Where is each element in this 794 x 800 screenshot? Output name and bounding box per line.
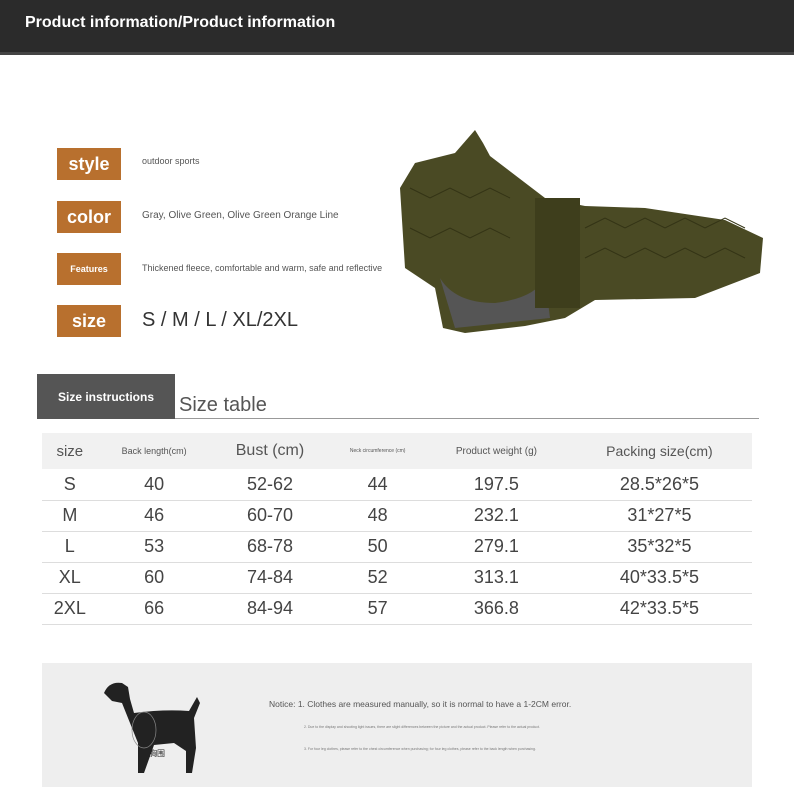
col-bust: Bust (cm) xyxy=(210,433,330,469)
dog-silhouette-icon: 胸围 xyxy=(104,682,200,773)
size-table: size Back length(cm) Bust (cm) Neck circ… xyxy=(42,433,752,625)
table-cell: 84-94 xyxy=(210,593,330,625)
table-cell: 48 xyxy=(329,500,426,532)
table-row: XL 60 74-84 52 313.1 40*33.5*5 xyxy=(42,562,752,594)
dog-coat-image xyxy=(400,130,763,333)
notice-panel: 胸围 Notice: 1. Clothes are measured manua… xyxy=(42,663,752,787)
table-cell: 232.1 xyxy=(425,500,567,532)
col-packing: Packing size(cm) xyxy=(566,433,752,469)
table-cell: 74-84 xyxy=(210,562,330,594)
table-cell: 52-62 xyxy=(210,469,330,501)
table-row: L 53 68-78 50 279.1 35*32*5 xyxy=(42,531,752,563)
table-cell: 31*27*5 xyxy=(566,500,752,532)
table-cell: S xyxy=(42,469,98,501)
table-cell: 197.5 xyxy=(425,469,567,501)
table-cell: 60-70 xyxy=(210,500,330,532)
notice-line-2: 2. Due to the display and shooting light… xyxy=(304,725,540,729)
table-cell: 2XL xyxy=(42,593,98,625)
style-tag: style xyxy=(57,148,121,180)
table-cell: 313.1 xyxy=(425,562,567,594)
table-cell: 40 xyxy=(97,469,211,501)
table-cell: 50 xyxy=(329,531,426,563)
notice-line-1: Notice: 1. Clothes are measured manually… xyxy=(269,699,572,709)
table-cell: 60 xyxy=(97,562,211,594)
table-header-row: size Back length(cm) Bust (cm) Neck circ… xyxy=(42,433,752,469)
features-value: Thickened fleece, comfortable and warm, … xyxy=(142,263,383,273)
dog-label: 胸围 xyxy=(149,748,165,758)
table-row: 2XL 66 84-94 57 366.8 42*33.5*5 xyxy=(42,593,752,625)
table-cell: 66 xyxy=(97,593,211,625)
table-cell: 279.1 xyxy=(425,531,567,563)
table-cell: 44 xyxy=(329,469,426,501)
col-weight: Product weight (g) xyxy=(425,433,567,469)
size-value: S / M / L / XL/2XL xyxy=(142,309,298,331)
size-instructions-tab: Size instructions xyxy=(37,374,175,419)
col-size: size xyxy=(42,433,98,469)
table-cell: 40*33.5*5 xyxy=(566,562,752,594)
col-neck: Neck circumference (cm) xyxy=(329,433,426,469)
table-cell: 52 xyxy=(329,562,426,594)
col-back-length: Back length(cm) xyxy=(97,433,211,469)
table-cell: L xyxy=(42,531,98,563)
table-cell: 42*33.5*5 xyxy=(566,593,752,625)
header-title: Product information/Product information xyxy=(25,14,336,31)
divider xyxy=(175,418,759,419)
color-value: Gray, Olive Green, Olive Green Orange Li… xyxy=(142,210,339,221)
table-cell: M xyxy=(42,500,98,532)
features-tag: Features xyxy=(57,253,121,285)
table-cell: 46 xyxy=(97,500,211,532)
color-tag: color xyxy=(57,201,121,233)
table-row: S 40 52-62 44 197.5 28.5*26*5 xyxy=(42,469,752,501)
size-tag: size xyxy=(57,305,121,337)
table-cell: 28.5*26*5 xyxy=(566,469,752,501)
style-value: outdoor sports xyxy=(142,156,200,166)
notice-line-3: 3. For four leg clothes, please refer to… xyxy=(304,747,536,751)
table-cell: XL xyxy=(42,562,98,594)
page-header: Product information/Product information xyxy=(0,0,794,55)
table-cell: 68-78 xyxy=(210,531,330,563)
table-cell: 35*32*5 xyxy=(566,531,752,563)
table-cell: 57 xyxy=(329,593,426,625)
table-cell: 53 xyxy=(97,531,211,563)
table-row: M 46 60-70 48 232.1 31*27*5 xyxy=(42,500,752,532)
table-cell: 366.8 xyxy=(425,593,567,625)
size-table-title: Size table xyxy=(179,394,267,416)
